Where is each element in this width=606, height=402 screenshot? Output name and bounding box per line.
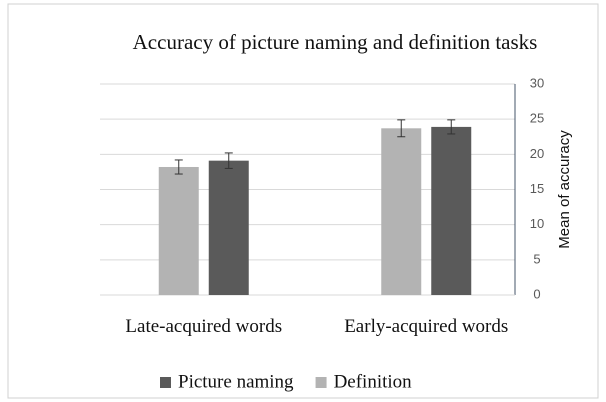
- y-axis-label: Mean of accuracy: [556, 130, 573, 249]
- x-tick-label: Early-acquired words: [344, 316, 509, 337]
- y-tick-label: 5: [533, 251, 540, 266]
- legend-label: Picture naming: [178, 371, 294, 392]
- legend-swatch: [160, 377, 171, 388]
- y-tick-label: 10: [530, 216, 544, 231]
- bar: [158, 166, 199, 295]
- y-tick-label: 0: [533, 286, 540, 301]
- legend-swatch: [315, 377, 327, 388]
- y-tick-label: 30: [530, 75, 544, 90]
- x-tick-label: Late-acquired words: [125, 316, 283, 337]
- y-tick-label: 20: [530, 146, 544, 161]
- bar: [381, 128, 422, 295]
- chart-title: Accuracy of picture naming and definitio…: [132, 30, 538, 54]
- bar: [208, 160, 249, 295]
- y-tick-label: 25: [530, 111, 544, 126]
- legend-label: Definition: [334, 371, 413, 392]
- chart-frame: [7, 3, 599, 399]
- bar: [431, 126, 472, 295]
- y-tick-label: 15: [530, 181, 544, 196]
